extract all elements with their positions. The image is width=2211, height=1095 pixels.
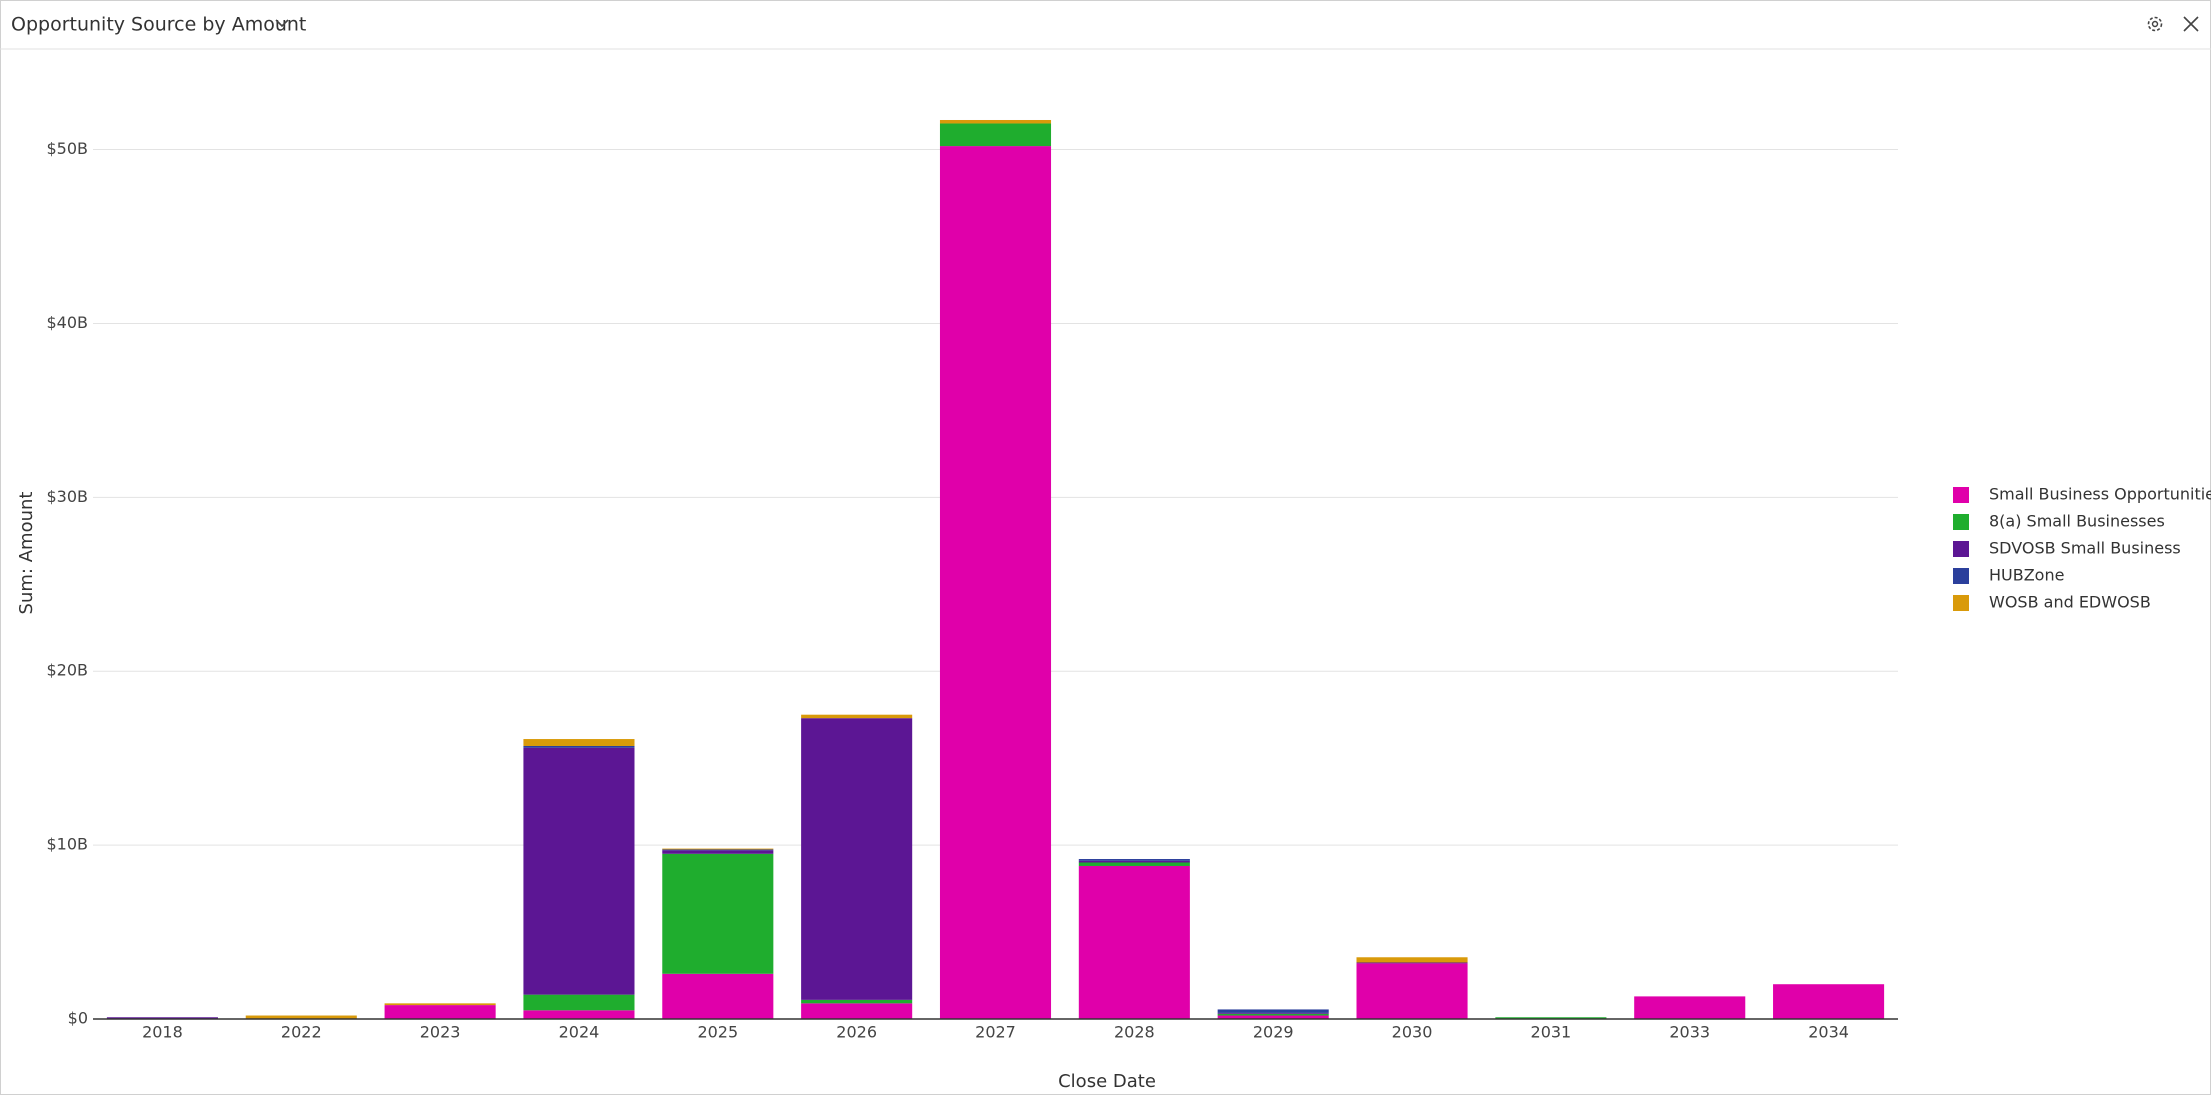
legend-swatch [1953, 487, 1969, 503]
legend-swatch [1953, 595, 1969, 611]
x-tick-label: 2027 [975, 1023, 1016, 1042]
x-tick-label: 2029 [1253, 1023, 1294, 1042]
bar-segment [106, 1017, 218, 1019]
title-dropdown-icon[interactable] [275, 19, 289, 28]
bar-segment [1078, 859, 1190, 861]
bar-segment [1773, 984, 1885, 1019]
bar-segment [523, 994, 635, 1011]
x-tick-label: 2022 [281, 1023, 322, 1042]
legend-swatch [1953, 514, 1969, 530]
bar-segment [523, 747, 635, 995]
y-tick-label: $50B [46, 139, 88, 158]
x-tick-label: 2028 [1114, 1023, 1155, 1042]
bar-segment [662, 853, 774, 974]
bar-segment [801, 1003, 913, 1019]
bar-segment [801, 999, 913, 1004]
chart-title[interactable]: Opportunity Source by Amount [11, 14, 306, 36]
bar-segment [1078, 865, 1190, 1019]
legend-label: 8(a) Small Businesses [1989, 512, 2165, 531]
bar-segment [662, 973, 774, 1019]
bar-segment [1217, 1015, 1329, 1019]
legend-swatch [1953, 568, 1969, 584]
x-tick-label: 2026 [836, 1023, 877, 1042]
x-axis-title: Close Date [1058, 1071, 1156, 1092]
y-tick-label: $40B [46, 313, 88, 332]
bar-segment [1356, 962, 1468, 964]
legend-label: SDVOSB Small Business [1989, 539, 2181, 558]
bar-segment [801, 714, 913, 719]
bar-segment [939, 119, 1052, 124]
x-tick-label: 2030 [1392, 1023, 1433, 1042]
bar-segment [523, 1010, 635, 1019]
close-icon[interactable] [2183, 16, 2199, 32]
bar-segment [939, 123, 1052, 147]
bar-segment [245, 1015, 357, 1019]
bar-segment [1495, 1017, 1607, 1019]
bar-segment [384, 1003, 496, 1006]
bar-segment [939, 146, 1052, 1020]
bar-segment [1078, 860, 1190, 863]
bar-segment [1356, 963, 1468, 1019]
y-tick-label: $20B [46, 661, 88, 680]
y-tick-label: $10B [46, 835, 88, 854]
bar-segment [384, 1005, 496, 1019]
bar-segment [523, 745, 635, 748]
bar-segment [662, 848, 774, 850]
bar-segment [801, 718, 913, 1000]
legend-label: Small Business Opportunities [1989, 485, 2211, 504]
bar-segment [1217, 1009, 1329, 1013]
y-tick-label: $0 [68, 1009, 88, 1028]
x-tick-label: 2025 [697, 1023, 738, 1042]
x-tick-label: 2031 [1531, 1023, 1572, 1042]
settings-icon[interactable] [2147, 16, 2163, 32]
legend-label: WOSB and EDWOSB [1989, 593, 2151, 612]
bar-segment [523, 739, 635, 746]
bar-segment [1217, 1013, 1329, 1016]
legend-swatch [1953, 541, 1969, 557]
x-tick-label: 2024 [559, 1023, 600, 1042]
bar-segment [1217, 1012, 1329, 1014]
x-tick-label: 2023 [420, 1023, 461, 1042]
bar-segment [1078, 862, 1190, 866]
bar-segment [662, 849, 774, 851]
y-tick-label: $30B [46, 487, 88, 506]
legend-label: HUBZone [1989, 566, 2064, 585]
bar-segment [662, 850, 774, 854]
bar-segment [1634, 996, 1746, 1019]
x-tick-label: 2034 [1808, 1023, 1849, 1042]
y-axis-title: Sum: Amount [16, 492, 37, 615]
x-tick-label: 2033 [1669, 1023, 1710, 1042]
bar-segment [1356, 957, 1468, 963]
x-tick-label: 2018 [142, 1023, 183, 1042]
